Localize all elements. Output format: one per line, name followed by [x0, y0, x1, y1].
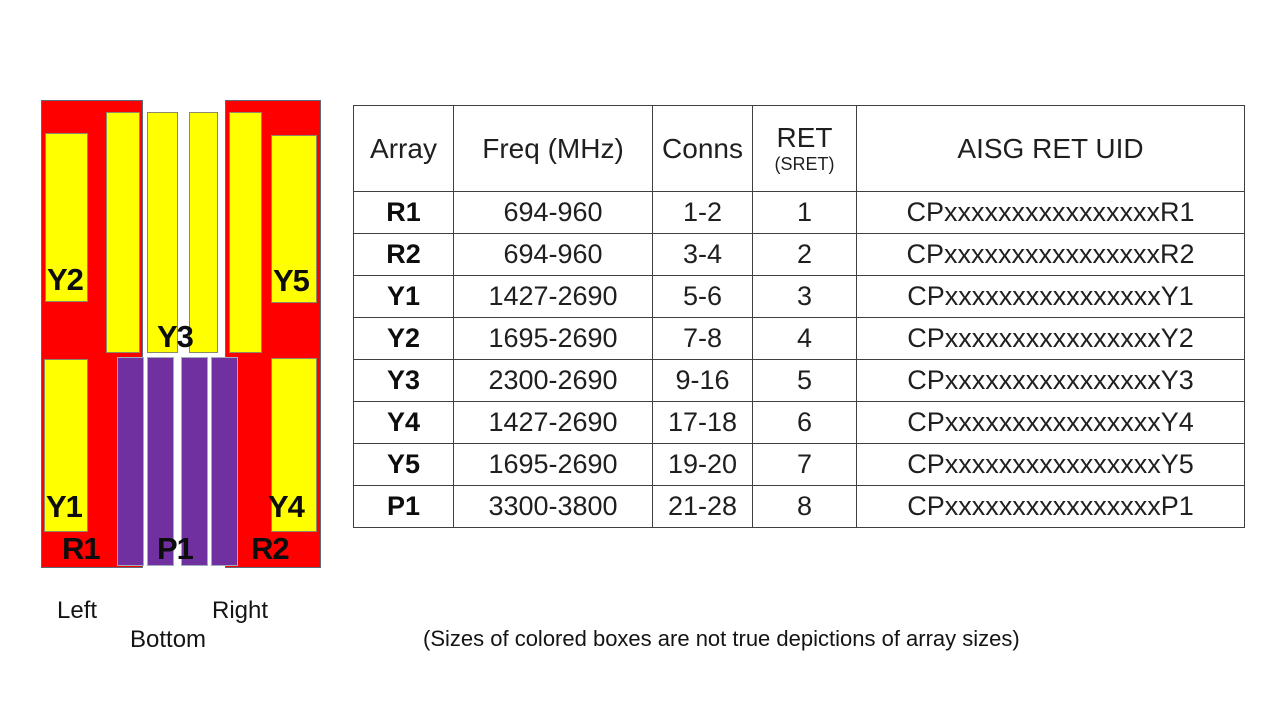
y3-array-column-1 [106, 112, 140, 353]
label-y4: Y4 [268, 489, 305, 524]
array-cell: Y3 [353, 359, 454, 402]
y4-array-box [271, 358, 317, 532]
label-y3: Y3 [157, 319, 194, 354]
ret-header-main: RET [776, 122, 833, 154]
label-y2: Y2 [47, 262, 84, 297]
label-y1: Y1 [46, 489, 83, 524]
table-row: Y2 1695-2690 7-8 4 CPxxxxxxxxxxxxxxxxY2 [353, 317, 1245, 360]
uid-cell: CPxxxxxxxxxxxxxxxxY2 [856, 317, 1245, 360]
array-cell: Y2 [353, 317, 454, 360]
table-row: Y4 1427-2690 17-18 6 CPxxxxxxxxxxxxxxxxY… [353, 401, 1245, 444]
ret-header-sub: (SRET) [774, 154, 835, 175]
col-header-freq: Freq (MHz) [453, 105, 653, 192]
uid-cell: CPxxxxxxxxxxxxxxxxY1 [856, 275, 1245, 318]
ret-cell: 7 [752, 443, 857, 486]
conns-cell: 7-8 [652, 317, 753, 360]
uid-cell: CPxxxxxxxxxxxxxxxxP1 [856, 485, 1245, 528]
y3-array-column-2 [147, 112, 178, 353]
y3-array-column-4 [229, 112, 262, 353]
array-cell: Y1 [353, 275, 454, 318]
uid-cell: CPxxxxxxxxxxxxxxxxY3 [856, 359, 1245, 402]
uid-cell: CPxxxxxxxxxxxxxxxxR1 [856, 191, 1245, 234]
conns-cell: 21-28 [652, 485, 753, 528]
ret-cell: 6 [752, 401, 857, 444]
col-header-ret: RET (SRET) [752, 105, 857, 192]
table-row: Y1 1427-2690 5-6 3 CPxxxxxxxxxxxxxxxxY1 [353, 275, 1245, 318]
orientation-left-label: Left [57, 597, 98, 624]
label-r2: R2 [251, 531, 290, 566]
array-cell: R2 [353, 233, 454, 276]
table-row: R2 694-960 3-4 2 CPxxxxxxxxxxxxxxxxR2 [353, 233, 1245, 276]
size-disclaimer-caption: (Sizes of colored boxes are not true dep… [423, 626, 1020, 651]
array-spec-table: Array Freq (MHz) Conns RET (SRET) AISG R… [353, 105, 1245, 528]
freq-cell: 3300-3800 [453, 485, 653, 528]
table-row: P1 3300-3800 21-28 8 CPxxxxxxxxxxxxxxxxP… [353, 485, 1245, 528]
conns-cell: 3-4 [652, 233, 753, 276]
conns-cell: 19-20 [652, 443, 753, 486]
table-header-row: Array Freq (MHz) Conns RET (SRET) AISG R… [353, 105, 1245, 192]
conns-cell: 5-6 [652, 275, 753, 318]
col-header-conns: Conns [652, 105, 753, 192]
conns-cell: 9-16 [652, 359, 753, 402]
label-r1: R1 [62, 531, 101, 566]
freq-cell: 694-960 [453, 233, 653, 276]
col-header-uid: AISG RET UID [856, 105, 1245, 192]
col-header-array: Array [353, 105, 454, 192]
conns-cell: 1-2 [652, 191, 753, 234]
y1-array-box [44, 359, 88, 532]
uid-cell: CPxxxxxxxxxxxxxxxxY5 [856, 443, 1245, 486]
ret-cell: 8 [752, 485, 857, 528]
freq-cell: 1695-2690 [453, 317, 653, 360]
p1-array-column-2 [147, 357, 174, 566]
array-cell: R1 [353, 191, 454, 234]
freq-cell: 1427-2690 [453, 275, 653, 318]
freq-cell: 694-960 [453, 191, 653, 234]
ret-cell: 5 [752, 359, 857, 402]
table-row: Y5 1695-2690 19-20 7 CPxxxxxxxxxxxxxxxxY… [353, 443, 1245, 486]
y3-array-column-3 [189, 112, 218, 353]
p1-array-column-1 [117, 357, 144, 566]
ret-cell: 2 [752, 233, 857, 276]
label-y5: Y5 [273, 263, 310, 298]
array-cell: P1 [353, 485, 454, 528]
array-cell: Y5 [353, 443, 454, 486]
uid-cell: CPxxxxxxxxxxxxxxxxY4 [856, 401, 1245, 444]
y2-array-box [45, 133, 88, 302]
array-cell: Y4 [353, 401, 454, 444]
conns-cell: 17-18 [652, 401, 753, 444]
orientation-right-label: Right [212, 597, 269, 624]
table-row: Y3 2300-2690 9-16 5 CPxxxxxxxxxxxxxxxxY3 [353, 359, 1245, 402]
p1-array-column-3 [181, 357, 208, 566]
table-row: R1 694-960 1-2 1 CPxxxxxxxxxxxxxxxxR1 [353, 191, 1245, 234]
ret-cell: 1 [752, 191, 857, 234]
p1-array-column-4 [211, 357, 238, 566]
freq-cell: 1427-2690 [453, 401, 653, 444]
y5-array-box [271, 135, 317, 303]
uid-cell: CPxxxxxxxxxxxxxxxxR2 [856, 233, 1245, 276]
freq-cell: 1695-2690 [453, 443, 653, 486]
orientation-bottom-label: Bottom [130, 626, 207, 653]
ret-cell: 4 [752, 317, 857, 360]
label-p1: P1 [157, 531, 194, 566]
ret-cell: 3 [752, 275, 857, 318]
freq-cell: 2300-2690 [453, 359, 653, 402]
